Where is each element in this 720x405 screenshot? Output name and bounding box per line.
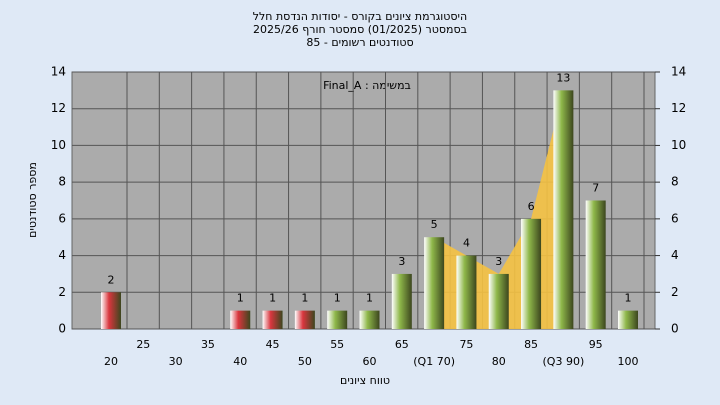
x-axis-label: טווח ציונים [340, 374, 390, 387]
y-tick-label: 8 [58, 175, 66, 189]
y2-tick-label: 2 [671, 285, 679, 299]
y-tick-label: 4 [58, 248, 66, 262]
bar [101, 292, 121, 329]
value-label: 1 [625, 292, 632, 305]
x-tick-label: 30 [169, 355, 183, 368]
bar [391, 273, 412, 329]
bar [262, 310, 283, 329]
value-label: 1 [269, 292, 276, 305]
chart-title: היסטוגרמת ציונים בקורס - יסודות הנדסת חל… [253, 10, 467, 23]
bar [424, 237, 445, 329]
value-label: 1 [301, 292, 308, 305]
y-tick-label: 14 [51, 65, 66, 79]
x-tick-label: 55 [330, 338, 344, 351]
y2-tick-label: 4 [671, 248, 679, 262]
x-tick-label: 100 [618, 355, 639, 368]
x-tick-label: 60 [363, 355, 377, 368]
annotation: Final_A : במשימה [323, 79, 411, 92]
bar [359, 310, 380, 329]
value-label: 6 [528, 200, 535, 213]
value-label: 3 [495, 255, 502, 268]
x-tick-label: 50 [298, 355, 312, 368]
y2-tick-label: 6 [671, 211, 679, 225]
chart-subtitle: בסמסטר (01/2025) סמסטר חורף 2025/26 [253, 23, 467, 36]
x-tick-label: 75 [459, 338, 473, 351]
bar [521, 218, 542, 329]
y2-tick-label: 0 [671, 322, 679, 336]
value-label: 4 [463, 237, 470, 250]
bar [230, 310, 251, 329]
x-tick-label: 85 [524, 338, 538, 351]
value-label: 1 [366, 292, 373, 305]
bar [488, 273, 509, 329]
chart-subtitle: סטודנטים רשומים - 85 [306, 36, 413, 49]
value-label: 1 [334, 292, 341, 305]
y-tick-label: 2 [58, 285, 66, 299]
bar [585, 200, 606, 329]
y2-tick-label: 12 [671, 101, 686, 115]
value-label: 3 [398, 255, 405, 268]
bar [294, 310, 315, 329]
x-tick-label: 45 [266, 338, 280, 351]
value-label: 7 [592, 182, 599, 195]
y-tick-label: 12 [51, 101, 66, 115]
x-tick-label: 25 [136, 338, 150, 351]
x-tick-label: (Q1 70) [413, 355, 455, 368]
x-tick-label: 65 [395, 338, 409, 351]
x-tick-label: 20 [104, 355, 118, 368]
y2-tick-label: 14 [671, 65, 686, 79]
value-label: 1 [237, 292, 244, 305]
bar [456, 255, 477, 329]
y-axis-label: מספר סטודנטים [26, 162, 39, 238]
bar [618, 310, 638, 329]
y-tick-label: 10 [51, 138, 66, 152]
x-tick-label: 80 [492, 355, 506, 368]
value-label: 13 [556, 71, 570, 84]
value-label: 2 [108, 273, 115, 286]
x-tick-label: (Q3 90) [543, 355, 585, 368]
y-tick-label: 6 [58, 211, 66, 225]
y2-tick-label: 10 [671, 138, 686, 152]
y2-tick-label: 8 [671, 175, 679, 189]
x-tick-label: 95 [589, 338, 603, 351]
bar [553, 90, 574, 329]
x-tick-label: 35 [201, 338, 215, 351]
x-tick-label: 40 [233, 355, 247, 368]
value-label: 5 [431, 218, 438, 231]
y-tick-label: 0 [58, 322, 66, 336]
bar [327, 310, 348, 329]
